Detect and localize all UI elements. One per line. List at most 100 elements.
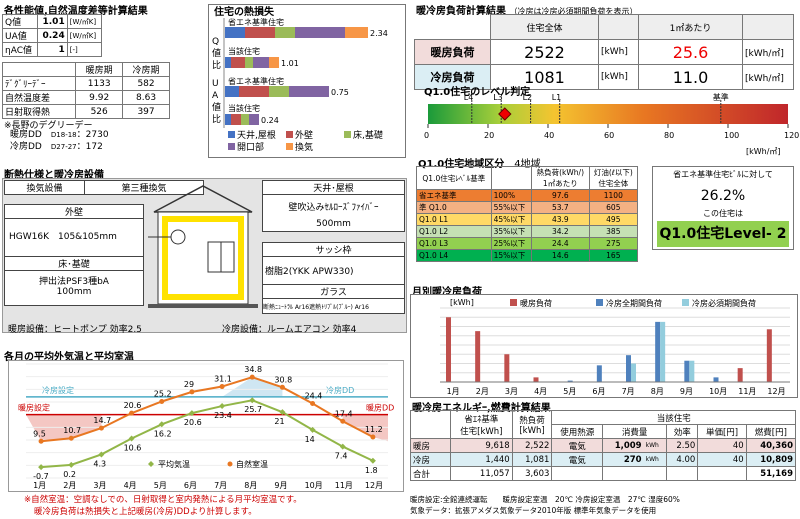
temps-point bbox=[189, 389, 195, 395]
temps-tick-label: 11月 bbox=[335, 481, 353, 490]
temps-data-label: 29 bbox=[184, 380, 194, 389]
temps-series-line bbox=[41, 399, 374, 469]
stat-cool: 397 bbox=[122, 104, 170, 119]
heating-dd-area bbox=[26, 414, 102, 442]
legend-label: 天井,屋根 bbox=[237, 131, 276, 141]
temps-data-label: 14.7 bbox=[93, 416, 111, 425]
lv-percent: 55%以下 bbox=[490, 201, 532, 214]
temps-tick-label: 9月 bbox=[274, 481, 287, 490]
load-row: 暖房負荷 2522 [kWh] 25.6 [kWh/㎡] bbox=[414, 39, 794, 65]
heating-setpoint-label: 暖房設定 bbox=[18, 403, 50, 413]
temps-data-label: 25.7 bbox=[244, 405, 262, 414]
temps-data-label: 20.6 bbox=[124, 401, 142, 410]
perf-row: UA値 0.24 [W/㎡K] bbox=[2, 28, 103, 43]
dd-row: 暖房DD D18-18：2730 bbox=[10, 130, 109, 140]
lv-name: Q1.0 L1 bbox=[416, 213, 492, 226]
level-tick-label: 80 bbox=[664, 131, 674, 140]
temps-tick-label: 10月 bbox=[305, 481, 323, 490]
stat-heat: 1133 bbox=[75, 76, 124, 91]
load-header: 住宅全体 1㎡あたり bbox=[415, 14, 794, 40]
energy-row: 冷房 1,440 1,081 電気 270 kWh 4.00 40 10,809 bbox=[410, 452, 797, 467]
col-heating: 暖房期 bbox=[75, 62, 124, 77]
temps-point bbox=[38, 438, 44, 444]
temps-tick-label: 6月 bbox=[184, 481, 197, 490]
monthly-bar bbox=[567, 380, 573, 382]
lv-oil: 165 bbox=[588, 249, 639, 262]
energy-price: 40 bbox=[697, 438, 747, 453]
temps-point bbox=[279, 384, 285, 390]
col-load: 熱負荷 [kWh] bbox=[511, 410, 553, 439]
cooling-dd-label: 冷房DD bbox=[326, 385, 354, 395]
level-tick-label: 60 bbox=[604, 131, 614, 140]
legend-item: 天井,屋根 bbox=[228, 130, 286, 142]
energy-use-unit: kWh bbox=[643, 438, 668, 453]
heatloss-legend: 天井,屋根 外壁 床,基礎開口部 換気 bbox=[228, 130, 404, 154]
col-total: 住宅全体 bbox=[490, 14, 599, 40]
cooling-dd-area bbox=[222, 377, 283, 397]
perf-row: Q値 1.01 [W/㎡K] bbox=[2, 14, 103, 29]
temps-data-label: 25.2 bbox=[154, 389, 172, 398]
energy-price bbox=[697, 466, 747, 481]
perf-value: 1.01 bbox=[36, 14, 68, 29]
dd-key: 冷房DD bbox=[10, 142, 42, 152]
stat-cool: 582 bbox=[122, 76, 170, 91]
energy-header: 省ｴﾈ基準 住宅[kWh] 熱負荷 [kWh] 当該住宅 bbox=[410, 410, 796, 439]
dd-sub: D27-27 bbox=[50, 143, 77, 151]
energy-source: 電気 bbox=[551, 452, 604, 467]
temps-data-label: 0.2 bbox=[63, 470, 76, 479]
lv-oil: 605 bbox=[588, 201, 639, 214]
legend-label: 外壁 bbox=[295, 131, 314, 141]
legend-item: 換気 bbox=[286, 142, 344, 154]
perf-value: 1 bbox=[36, 42, 68, 57]
ua-house-bar bbox=[225, 114, 259, 125]
load-title: 暖冷房負荷計算結果 （冷房は冷房必須期間負荷を表示） bbox=[416, 6, 638, 17]
monthly-title: 月別暖冷房負荷 bbox=[412, 287, 482, 298]
perf-unit: [-] bbox=[66, 42, 103, 57]
lv-percent: 15%以下 bbox=[490, 249, 532, 262]
temps-point bbox=[309, 426, 316, 433]
stats-row: 日射取得熱 526 397 bbox=[1, 104, 170, 119]
temps-data-label: 1.8 bbox=[365, 466, 378, 475]
lvtable-title: Q1.0住宅地域区分 4地域 bbox=[418, 159, 541, 170]
col-cooling: 冷房期 bbox=[122, 62, 170, 77]
temps-point bbox=[219, 384, 225, 390]
ua-label-3: 値 bbox=[212, 101, 221, 113]
temps-data-label: 7.4 bbox=[335, 452, 348, 461]
temps-point bbox=[68, 435, 74, 441]
lv-oil: 275 bbox=[588, 237, 639, 250]
lv-load: 97.6 bbox=[530, 189, 590, 202]
energy-use bbox=[602, 466, 644, 481]
monthly-bar bbox=[596, 365, 602, 382]
energy-row: 暖房 9,618 2,522 電気 1,009 kWh 2.50 40 40,360 bbox=[410, 438, 797, 453]
monthly-legend-swatch bbox=[596, 299, 603, 306]
q-label-3: 比 bbox=[212, 59, 221, 71]
heating-dd-area-late bbox=[342, 414, 388, 442]
energy-load: 3,603 bbox=[511, 466, 553, 481]
lv-name: Q1.0 L3 bbox=[416, 237, 492, 250]
q-label-1: Q bbox=[212, 37, 219, 47]
stats-header: 暖房期 冷房期 bbox=[1, 62, 170, 77]
heatloss-title: 住宅の熱損失 bbox=[214, 7, 274, 18]
temps-data-label: 30.8 bbox=[274, 375, 292, 384]
energy-std: 9,618 bbox=[450, 438, 513, 453]
load-label: 暖房負荷 bbox=[414, 39, 491, 65]
temps-tick-label: 2月 bbox=[63, 481, 76, 490]
energy-eff: 2.50 bbox=[666, 438, 699, 453]
perf-key: Q値 bbox=[2, 14, 38, 29]
col-eff: 効率 bbox=[666, 424, 699, 439]
stat-heat: 526 bbox=[75, 104, 124, 119]
energy-use-unit: kWh bbox=[643, 452, 668, 467]
temps-legend-label: 自然室温 bbox=[236, 459, 268, 469]
energy-source bbox=[551, 466, 604, 481]
dd-row: 冷房DD D27-27：172 bbox=[10, 142, 103, 152]
monthly-bar bbox=[475, 331, 481, 382]
monthly-bar bbox=[689, 360, 695, 382]
level-tick-label: 20 bbox=[484, 131, 494, 140]
temps-tick-label: 8月 bbox=[244, 481, 257, 490]
lvtable-row: Q1.0 L2 35%以下 34.2 385 bbox=[416, 225, 639, 238]
monthly-bar bbox=[533, 377, 539, 382]
stat-key: 自然温度差 bbox=[1, 90, 77, 105]
temps-point bbox=[129, 410, 135, 416]
load-per-m2-unit: [kWh/㎡] bbox=[742, 39, 794, 65]
